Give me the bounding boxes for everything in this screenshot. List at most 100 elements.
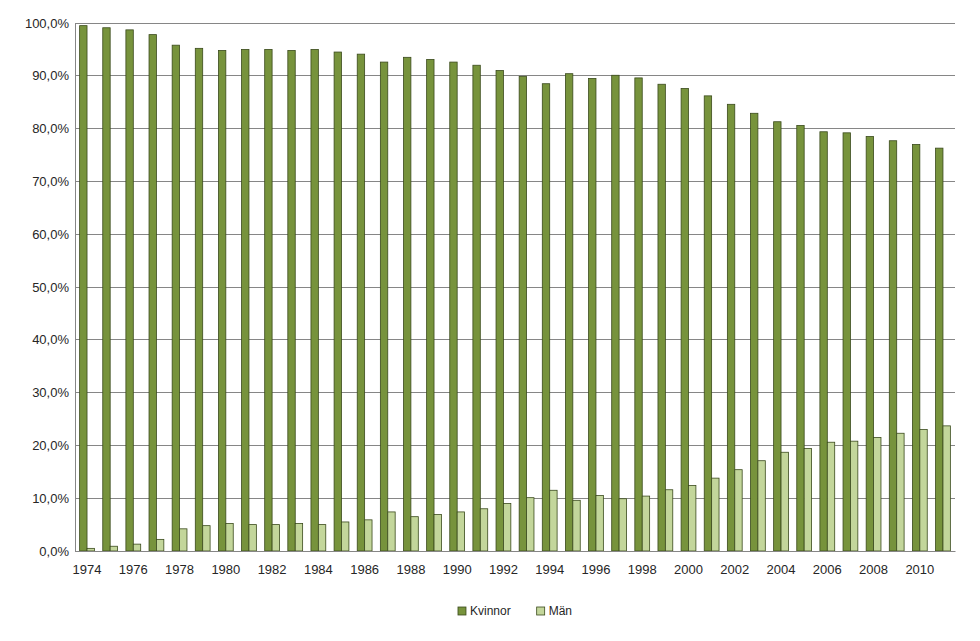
bar — [265, 49, 272, 551]
y-tick-label: 100,0% — [25, 16, 70, 31]
y-tick-label: 70,0% — [32, 174, 69, 189]
bar — [712, 478, 719, 551]
x-tick: 1984 — [304, 562, 333, 577]
bar — [843, 133, 850, 551]
y-tick: 60,0% — [32, 227, 75, 242]
bar — [658, 84, 665, 551]
bar — [735, 470, 742, 551]
bar — [87, 548, 94, 551]
bar — [897, 433, 904, 551]
legend-swatch — [458, 607, 466, 615]
bar — [195, 48, 202, 551]
y-tick-label: 20,0% — [32, 438, 69, 453]
legend-swatch — [537, 607, 545, 615]
bar — [565, 74, 572, 551]
bar — [750, 113, 757, 551]
plot: 0,0%10,0%20,0%30,0%40,0%50,0%60,0%70,0%8… — [25, 16, 956, 578]
bar — [642, 496, 649, 551]
bar — [357, 54, 364, 551]
bar — [334, 52, 341, 551]
y-tick-label: 80,0% — [32, 121, 69, 136]
x-axis-line — [76, 551, 956, 552]
x-tick-label: 1976 — [119, 562, 148, 577]
grid-line — [75, 128, 955, 129]
bar — [226, 524, 233, 551]
bar — [218, 50, 225, 551]
bar — [727, 104, 734, 551]
legend-label: Kvinnor — [470, 604, 511, 618]
bar — [133, 544, 140, 551]
x-tick-label: 1984 — [304, 562, 333, 577]
bar — [612, 75, 619, 551]
bar — [874, 437, 881, 551]
bar — [450, 62, 457, 551]
grid-line — [75, 23, 955, 24]
bar — [689, 486, 696, 551]
series — [80, 26, 943, 551]
legend: Kvinnor Män — [458, 604, 572, 618]
x-tick-label: 1980 — [211, 562, 240, 577]
x-tick: 2010 — [905, 562, 934, 577]
x-tick: 2000 — [674, 562, 703, 577]
bar — [527, 498, 534, 551]
bars — [80, 26, 951, 551]
y-tick: 50,0% — [32, 280, 75, 295]
bar — [242, 49, 249, 551]
legend-item: Män — [537, 604, 572, 618]
bar — [249, 525, 256, 551]
y-tick-label: 50,0% — [32, 280, 69, 295]
bar — [758, 461, 765, 551]
bar — [149, 35, 156, 551]
x-tick-label: 1986 — [350, 562, 379, 577]
x-tick: 1998 — [628, 562, 657, 577]
x-tick-label: 1990 — [443, 562, 472, 577]
bar — [774, 122, 781, 551]
bar — [936, 148, 943, 551]
bar — [550, 490, 557, 551]
x-tick-label: 1996 — [582, 562, 611, 577]
y-tick: 80,0% — [32, 121, 75, 136]
y-tick-label: 60,0% — [32, 227, 69, 242]
bar — [542, 84, 549, 551]
y-tick: 10,0% — [32, 491, 75, 506]
bar — [665, 490, 672, 551]
bar — [295, 524, 302, 551]
x-tick-label: 2010 — [905, 562, 934, 577]
y-tick: 100,0% — [25, 16, 75, 31]
x-tick: 1994 — [535, 562, 564, 577]
x-tick: 1976 — [119, 562, 148, 577]
bar — [496, 71, 503, 551]
x-tick: 1980 — [211, 562, 240, 577]
x-tick: 1978 — [165, 562, 194, 577]
y-tick: 70,0% — [32, 174, 75, 189]
x-axis: 1974197619781980198219841986198819901992… — [73, 552, 956, 578]
bar — [635, 78, 642, 551]
x-tick-label: 2006 — [813, 562, 842, 577]
bar — [180, 529, 187, 551]
bar — [943, 426, 950, 551]
x-tick: 2004 — [767, 562, 796, 577]
x-tick: 1990 — [443, 562, 472, 577]
y-tick: 40,0% — [32, 332, 75, 347]
grid-line — [75, 75, 955, 76]
y-tick: 20,0% — [32, 438, 75, 453]
y-tick-label: 90,0% — [32, 68, 69, 83]
x-tick: 2008 — [859, 562, 888, 577]
bar — [589, 78, 596, 551]
x-tick: 1974 — [73, 562, 102, 577]
bar — [480, 509, 487, 551]
bar — [288, 50, 295, 551]
x-tick-label: 1988 — [396, 562, 425, 577]
bar — [380, 62, 387, 551]
bar — [573, 500, 580, 551]
bar — [681, 88, 688, 551]
x-tick-label: 2008 — [859, 562, 888, 577]
bar — [80, 26, 87, 551]
chart: 0,0%10,0%20,0%30,0%40,0%50,0%60,0%70,0%8… — [0, 0, 980, 641]
x-tick: 2006 — [813, 562, 842, 577]
bar — [820, 132, 827, 551]
bar — [797, 125, 804, 551]
bar — [889, 141, 896, 551]
series — [87, 426, 950, 551]
y-axis: 0,0%10,0%20,0%30,0%40,0%50,0%60,0%70,0%8… — [25, 16, 76, 559]
